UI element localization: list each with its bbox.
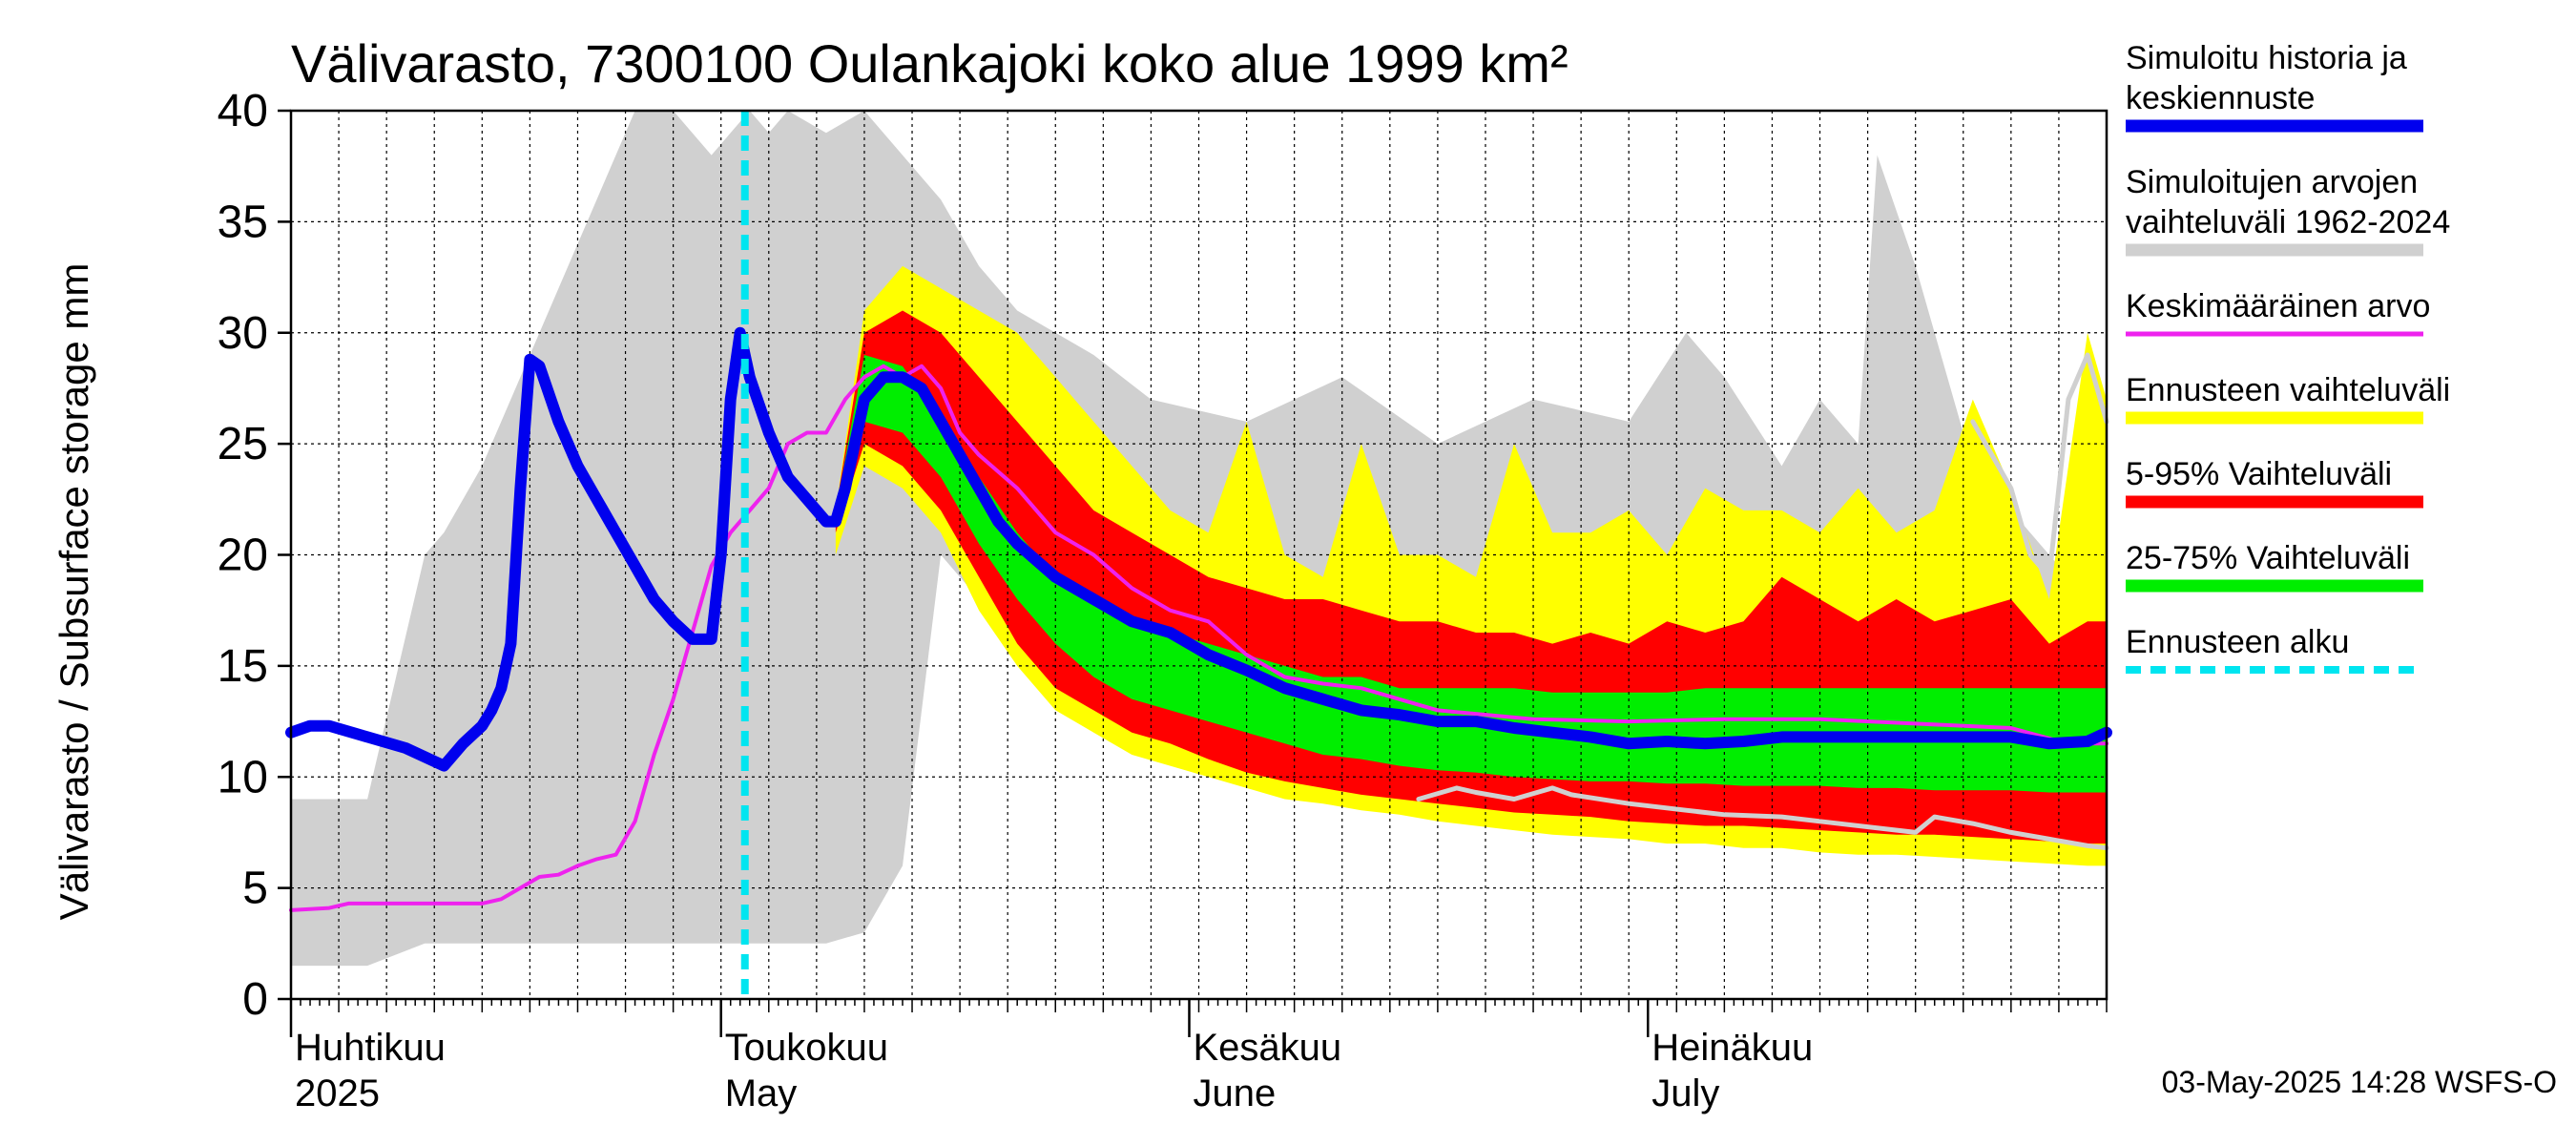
legend-label: Ennusteen alku bbox=[2126, 624, 2349, 660]
line-series-6 bbox=[1416, 785, 2109, 851]
legend-label: Ennusteen vaihteluväli bbox=[2126, 372, 2450, 408]
line-series-7 bbox=[1970, 352, 2109, 580]
y-tick-label: 40 bbox=[218, 86, 268, 136]
y-tick-label: 10 bbox=[218, 752, 268, 802]
month-sublabel: June bbox=[1193, 1072, 1276, 1114]
month-label: Huhtikuu bbox=[295, 1027, 446, 1069]
month-label: Kesäkuu bbox=[1193, 1027, 1341, 1069]
line-series-4 bbox=[289, 364, 2109, 912]
legend-label: Keskimääräinen arvo bbox=[2126, 288, 2430, 324]
grid-layer bbox=[291, 111, 2107, 999]
line-series-5 bbox=[285, 326, 2112, 772]
y-tick-label: 0 bbox=[242, 974, 268, 1025]
legend-sublabel: vaihteluväli 1962-2024 bbox=[2126, 204, 2450, 240]
legend-label: Simuloitu historia ja bbox=[2126, 40, 2407, 76]
band-series-3 bbox=[835, 355, 2107, 793]
axes-layer: 0510152025303540Huhtikuu2025ToukokuuMayK… bbox=[218, 86, 2109, 1114]
y-tick-label: 25 bbox=[218, 419, 268, 469]
line-layer bbox=[285, 111, 2112, 999]
legend: Simuloitu historia ja keskiennuste Simuloi… bbox=[2126, 40, 2450, 674]
month-label: Heinäkuu bbox=[1652, 1027, 1813, 1069]
legend-label: 25-75% Vaihteluväli bbox=[2126, 540, 2410, 576]
y-tick-label: 5 bbox=[242, 864, 268, 914]
y-axis-label: Välivarasto / Subsurface storage mm bbox=[52, 263, 96, 921]
footer-timestamp: 03-May-2025 14:28 WSFS-O bbox=[2162, 1065, 2557, 1099]
legend-label: Simuloitujen arvojen bbox=[2126, 164, 2418, 200]
y-tick-label: 15 bbox=[218, 641, 268, 692]
y-tick-label: 20 bbox=[218, 531, 268, 581]
chart-title: Välivarasto, 7300100 Oulankajoki koko al… bbox=[291, 33, 1568, 94]
y-tick-label: 30 bbox=[218, 308, 268, 359]
month-sublabel: 2025 bbox=[295, 1072, 380, 1114]
legend-sublabel: keskiennuste bbox=[2126, 80, 2315, 116]
legend-label: 5-95% Vaihteluväli bbox=[2126, 456, 2392, 492]
month-sublabel: July bbox=[1652, 1072, 1719, 1114]
month-label: Toukokuu bbox=[725, 1027, 888, 1069]
y-tick-label: 35 bbox=[218, 197, 268, 247]
month-sublabel: May bbox=[725, 1072, 798, 1114]
